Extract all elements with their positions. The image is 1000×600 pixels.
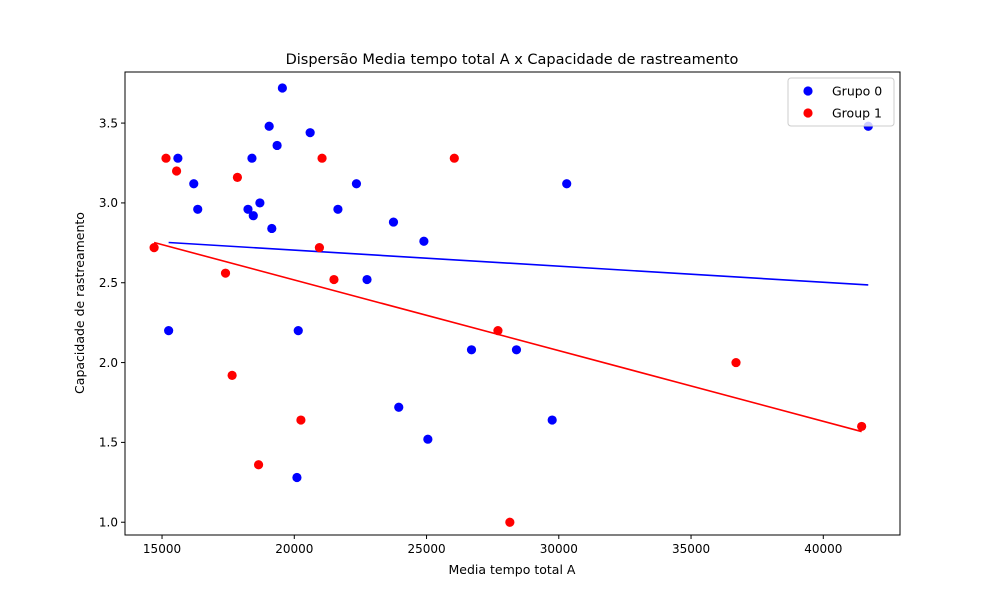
x-tick-label: 25000 xyxy=(407,542,445,556)
data-point xyxy=(333,204,343,214)
data-point xyxy=(562,179,572,189)
x-tick-label: 40000 xyxy=(804,542,842,556)
data-point xyxy=(423,434,433,444)
data-point xyxy=(253,460,264,470)
legend-label: Group 1 xyxy=(832,106,882,121)
data-point xyxy=(466,345,477,355)
data-point xyxy=(247,153,257,163)
x-tick-label: 35000 xyxy=(672,542,710,556)
legend: Grupo 0 Group 1 xyxy=(787,77,895,127)
x-tick-label: 15000 xyxy=(143,542,181,556)
data-point xyxy=(293,326,303,336)
data-point xyxy=(277,83,287,93)
series-1 xyxy=(149,153,867,527)
data-point xyxy=(317,153,327,163)
y-tick-label: 3.5 xyxy=(99,116,118,130)
data-point xyxy=(149,243,159,253)
data-point xyxy=(220,268,231,278)
plot-area xyxy=(149,83,873,527)
data-point xyxy=(193,204,203,214)
y-axis-label: Capacidade de rastreamento xyxy=(72,212,87,394)
legend-label: Grupo 0 xyxy=(832,84,882,99)
x-axis-label: Media tempo total A xyxy=(449,562,576,577)
data-point xyxy=(161,153,171,163)
data-point xyxy=(419,236,429,246)
chart-title: Dispersão Media tempo total A x Capacida… xyxy=(286,52,739,68)
trend-line xyxy=(153,241,862,433)
data-point xyxy=(248,211,258,221)
data-point xyxy=(329,274,339,285)
series-0 xyxy=(164,83,873,483)
data-point xyxy=(547,415,557,425)
data-point xyxy=(173,153,183,163)
x-tick-label: 20000 xyxy=(275,542,313,556)
data-point xyxy=(511,345,522,355)
y-tick-label: 3.0 xyxy=(99,196,118,210)
legend-marker xyxy=(803,108,813,118)
data-point xyxy=(255,198,265,208)
data-point xyxy=(394,402,404,412)
data-point xyxy=(272,140,282,151)
data-point xyxy=(292,472,302,483)
data-point xyxy=(351,179,362,189)
data-point xyxy=(189,179,199,189)
data-point xyxy=(314,243,325,253)
y-axis: 1.0 1.5 2.0 2.5 3.0 3.5 xyxy=(99,116,125,530)
data-point xyxy=(449,153,459,163)
data-point xyxy=(731,357,741,368)
data-point xyxy=(164,326,174,336)
data-point xyxy=(171,166,182,176)
data-point xyxy=(388,217,399,227)
y-tick-label: 2.5 xyxy=(99,276,118,290)
x-axis: 15000 20000 25000 30000 35000 40000 xyxy=(143,535,842,556)
data-point xyxy=(232,172,243,182)
y-tick-label: 2.0 xyxy=(99,356,118,370)
data-point xyxy=(505,517,515,527)
data-point xyxy=(267,223,277,234)
axes-frame xyxy=(124,71,901,536)
y-tick-label: 1.0 xyxy=(99,516,118,530)
data-point xyxy=(264,121,274,131)
x-tick-label: 30000 xyxy=(540,542,578,556)
data-point xyxy=(362,274,372,285)
legend-marker xyxy=(803,86,813,96)
data-point xyxy=(243,204,253,214)
legend-frame xyxy=(787,77,895,127)
data-point xyxy=(857,421,867,432)
data-point xyxy=(296,415,306,425)
trend-line xyxy=(168,241,869,286)
data-point xyxy=(227,370,237,380)
y-tick-label: 1.5 xyxy=(99,436,118,450)
data-point xyxy=(305,128,315,138)
